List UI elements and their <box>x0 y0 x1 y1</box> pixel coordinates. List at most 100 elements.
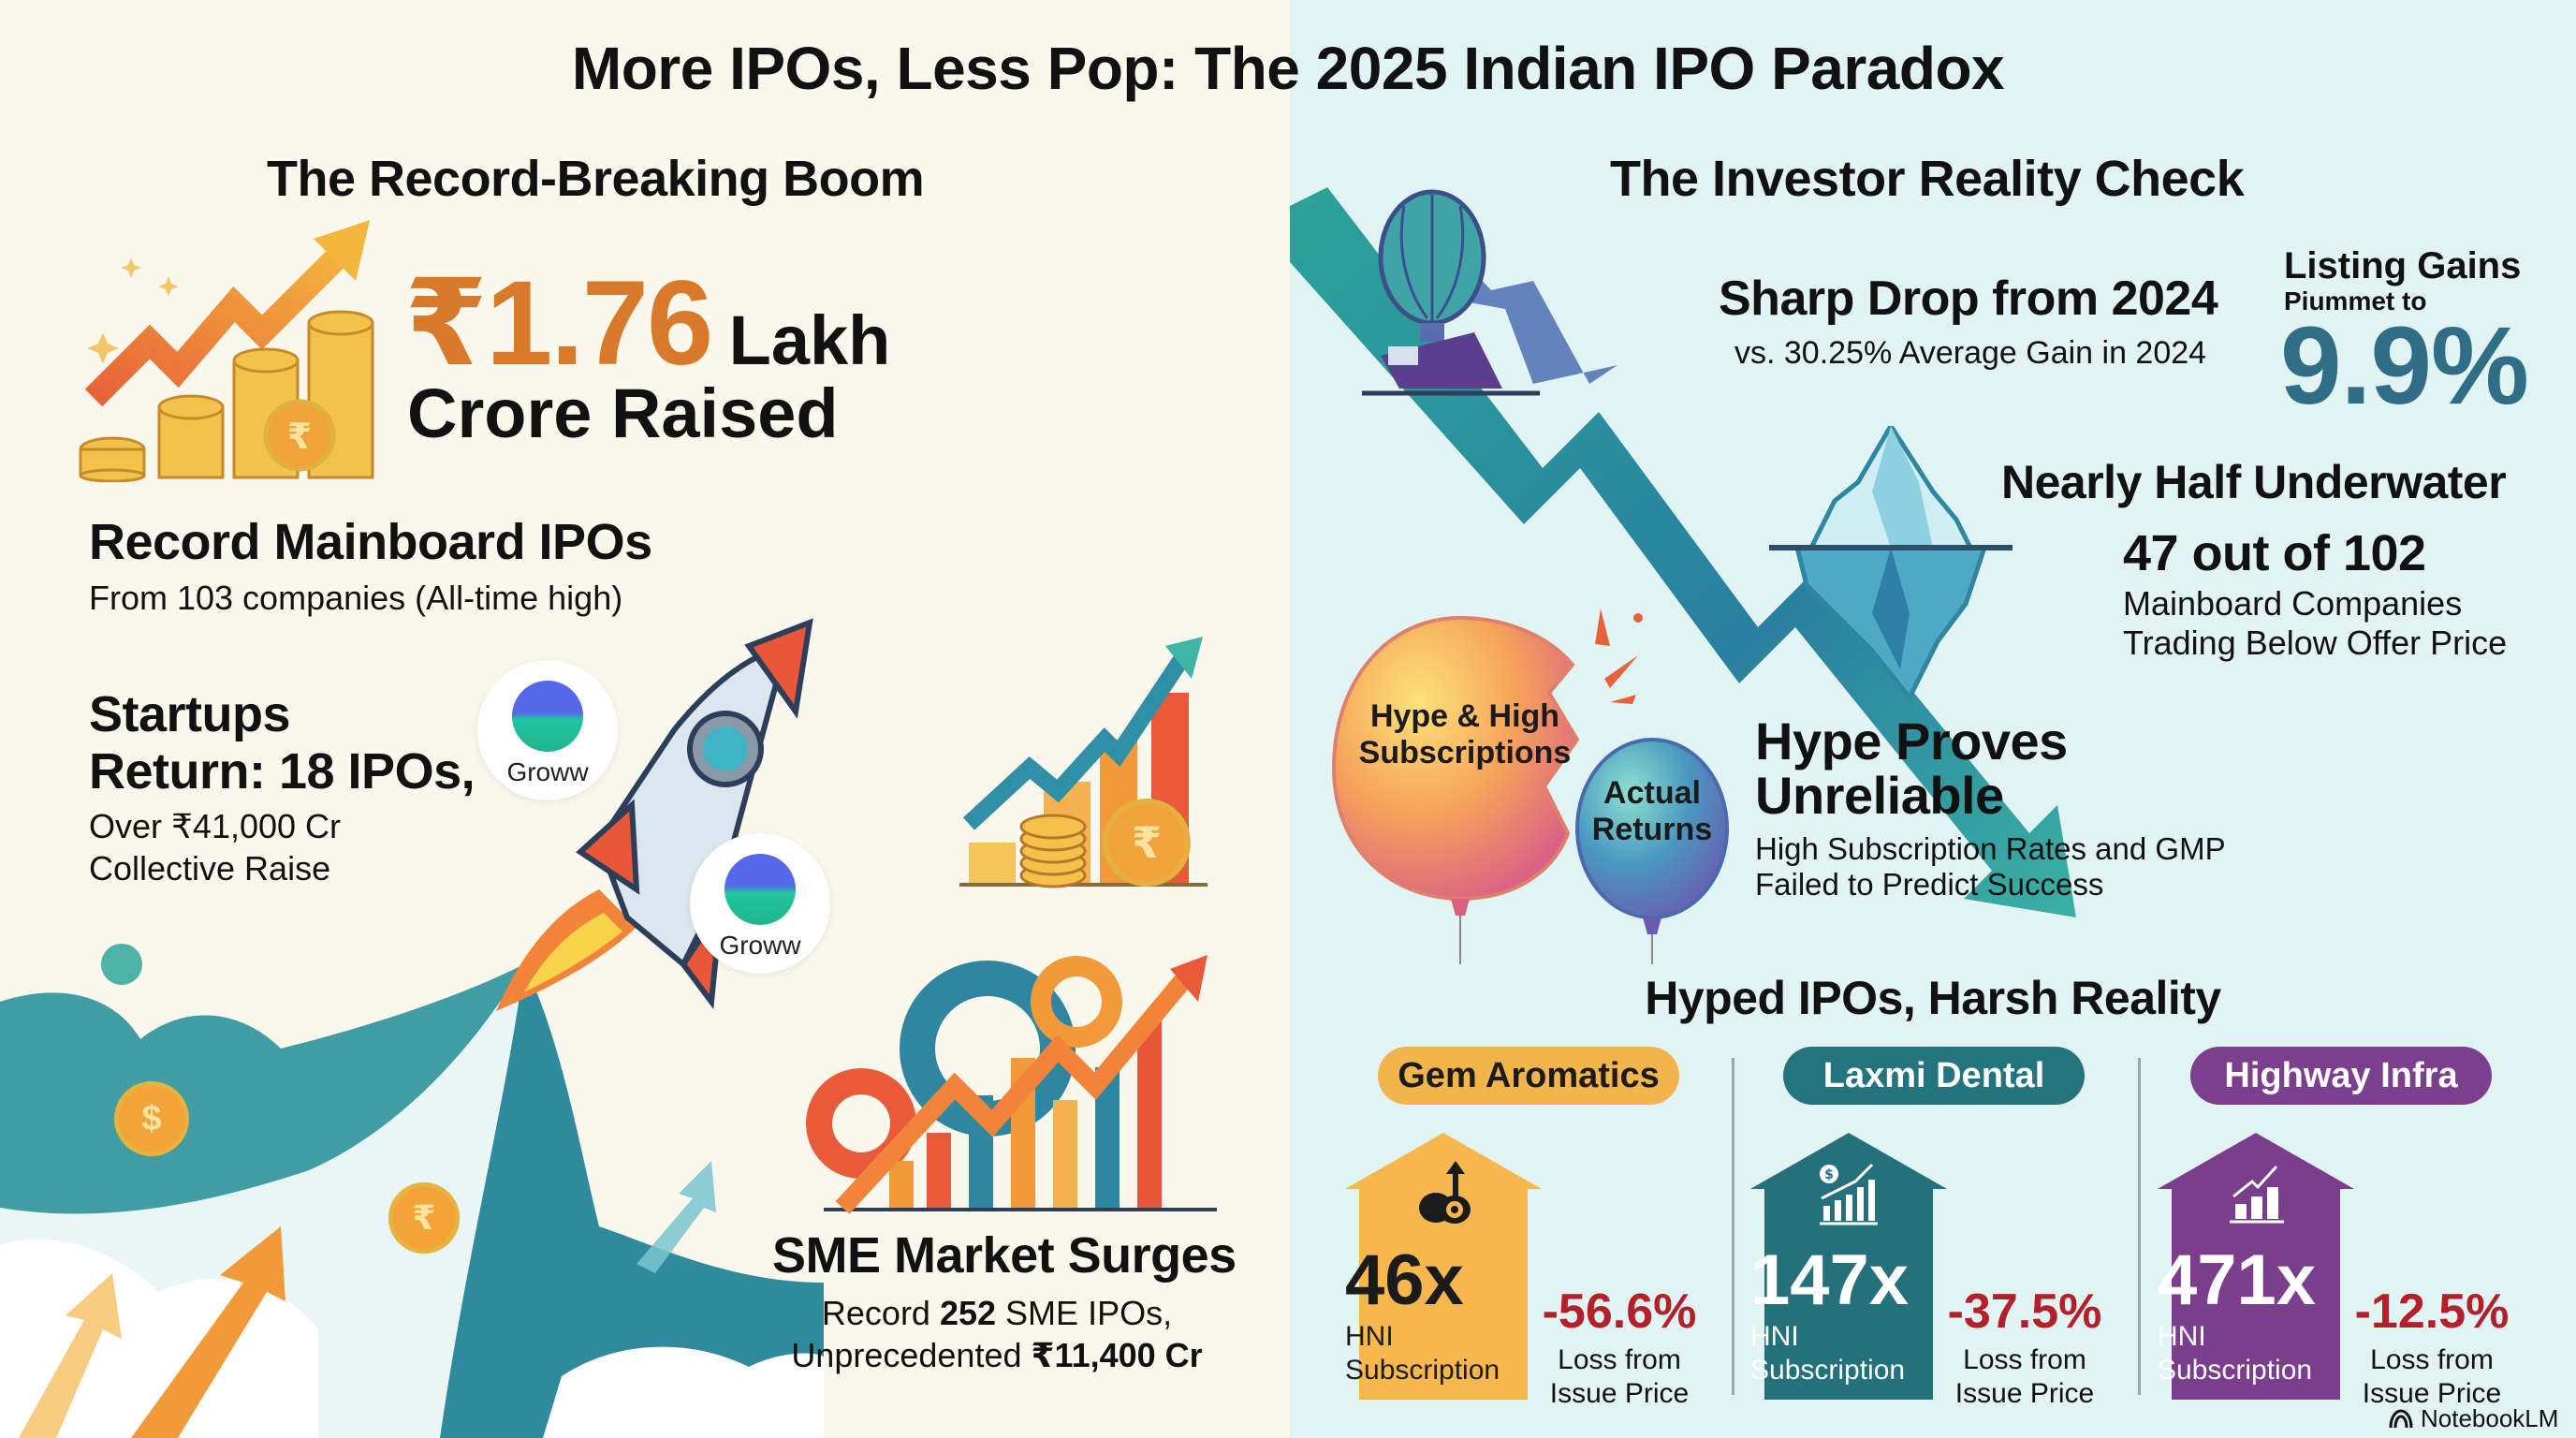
gem-subscription-label: HNI Subscription <box>1345 1320 1542 1387</box>
hni-label: HNI <box>2158 1321 2206 1352</box>
gem-aromatics-card: 46x HNI Subscription <box>1345 1133 1542 1414</box>
sme-line1-suffix: SME IPOs, <box>996 1294 1173 1332</box>
rocket-launch-icon <box>496 618 813 1011</box>
listing-gains-line1: Listing Gains <box>2284 245 2522 286</box>
laxmi-dental-card: $ 147x HNI Subscription <box>1750 1133 1947 1414</box>
sme-line1: Record 252 SME IPOs, <box>772 1292 1222 1334</box>
returns-balloon-line1: Actual <box>1603 775 1701 811</box>
sme-line1-prefix: Record <box>821 1294 940 1332</box>
right-section-heading: The Investor Reality Check <box>1610 151 2245 207</box>
bar-chart-arrow-icon <box>2230 1165 2284 1224</box>
hype-heading-line1: Hype Proves <box>1755 712 2068 770</box>
underwater-heading: Nearly Half Underwater <box>2001 456 2507 508</box>
total-raised-amount: ₹1.76 <box>404 257 713 390</box>
gem-loss: -56.6% Loss from Issue Price <box>1530 1287 1708 1411</box>
card-divider-2 <box>2138 1058 2141 1395</box>
loss-label-line2: Issue Price <box>1954 1378 2095 1409</box>
loss-label-line2: Issue Price <box>2362 1378 2502 1409</box>
notebooklm-logo-icon <box>2389 1408 2413 1428</box>
subscription-label: Subscription <box>1345 1355 1500 1386</box>
underwater-sub1: Mainboard Companies <box>2123 584 2463 623</box>
gem-subscription-value: 46x <box>1345 1240 1464 1320</box>
page-title: More IPOs, Less Pop: The 2025 Indian IPO… <box>571 35 2005 102</box>
house-arrow-shape <box>1750 1133 1947 1400</box>
sme-line2: Unprecedented ₹11,400 Cr <box>772 1334 1222 1376</box>
sharp-drop-heading: Sharp Drop from 2024 <box>1719 271 2218 326</box>
groww-logo-1: Groww <box>477 660 618 800</box>
listing-gains-line2: Piummet to <box>2284 286 2427 315</box>
laxmi-loss: -37.5% Loss from Issue Price <box>1936 1287 2114 1411</box>
hype-balloon-line1: Hype & High <box>1369 698 1560 734</box>
coins-bar-chart-icon: ₹ <box>959 637 1208 888</box>
mainboard-subtext: From 103 companies (All-time high) <box>89 579 623 617</box>
startups-line2: Return: 18 IPOs, <box>89 743 476 800</box>
hype-balloon-label: Hype & High Subscriptions <box>1353 698 1577 771</box>
card-divider-1 <box>1732 1058 1734 1395</box>
hype-heading-line2: Unreliable <box>1755 766 2004 825</box>
startups-line1: Startups <box>89 686 291 742</box>
groww-logo-text: Groww <box>506 757 589 786</box>
total-raised-block: ₹1.76 Lakh <box>404 264 890 384</box>
rising-coins-chart-icon: ₹ <box>79 220 374 482</box>
highway-subscription-label: HNI Subscription <box>2158 1320 2354 1387</box>
svg-text:₹: ₹ <box>287 416 312 457</box>
notebooklm-text: NotebookLM <box>2421 1404 2559 1432</box>
svg-text:$: $ <box>1824 1167 1834 1182</box>
returns-balloon-label: Actual Returns <box>1573 775 1732 848</box>
sme-amount: ₹11,400 Cr <box>1031 1336 1203 1374</box>
groww-mark-icon <box>724 854 796 925</box>
highway-infra-badge: Highway Infra <box>2190 1047 2492 1105</box>
loss-label-line1: Loss from <box>2370 1344 2494 1375</box>
startups-sub1: Over ₹41,000 Cr <box>89 807 342 845</box>
hni-label: HNI <box>1345 1321 1394 1352</box>
rupee-coin-icon: ₹ <box>388 1182 460 1254</box>
groww-logo-2: Groww <box>690 833 830 974</box>
loss-label-line1: Loss from <box>1558 1344 1681 1375</box>
house-arrow-shape <box>2158 1133 2354 1400</box>
groww-logo-text: Groww <box>719 931 801 960</box>
hni-label: HNI <box>1750 1321 1799 1352</box>
gem-loss-label: Loss from Issue Price <box>1530 1343 1708 1411</box>
notebooklm-watermark: NotebookLM <box>2389 1404 2558 1433</box>
sinking-balloon-ship-icon <box>1362 189 1540 396</box>
left-section-heading: The Record-Breaking Boom <box>267 151 925 207</box>
laxmi-subscription-label: HNI Subscription <box>1750 1320 1947 1387</box>
highway-loss-value: -12.5% <box>2354 1284 2510 1339</box>
listing-gains-value: 9.9% <box>2280 304 2529 428</box>
sme-ipo-count: 252 <box>939 1294 997 1332</box>
subscription-label: Subscription <box>2158 1355 2313 1386</box>
dollar-bar-chart-icon: $ <box>1820 1163 1878 1225</box>
house-arrow-shape <box>1345 1133 1542 1400</box>
underwater-stat: 47 out of 102 <box>2123 525 2426 581</box>
falling-trend-arrow-icon <box>1290 187 2076 917</box>
highway-loss-label: Loss from Issue Price <box>2343 1343 2521 1411</box>
groww-mark-icon <box>512 681 583 752</box>
loss-label-line1: Loss from <box>1963 1344 2086 1375</box>
laxmi-dental-badge: Laxmi Dental <box>1783 1047 2085 1105</box>
bursting-balloons-icon <box>1331 609 1729 964</box>
sme-line2-prefix: Unprecedented <box>791 1336 1032 1374</box>
subscription-label: Subscription <box>1750 1355 1906 1386</box>
gem-aromatics-badge: Gem Aromatics <box>1378 1047 1679 1105</box>
gem-loss-value: -56.6% <box>1542 1284 1697 1339</box>
sharp-drop-subtext: vs. 30.25% Average Gain in 2024 <box>1734 335 2207 371</box>
laxmi-subscription-value: 147x <box>1750 1240 1910 1320</box>
dollar-coin-icon: $ <box>114 1081 189 1156</box>
hype-sub1: High Subscription Rates and GMP <box>1755 831 2226 866</box>
underwater-sub2: Trading Below Offer Price <box>2123 624 2508 662</box>
hype-balloon-line2: Subscriptions <box>1358 735 1572 771</box>
svg-text:₹: ₹ <box>1132 817 1162 868</box>
total-raised-unit-line2: Crore Raised <box>407 374 839 452</box>
total-raised-unit-line1: Lakh <box>728 301 891 379</box>
gears-bar-chart-icon <box>806 955 1217 1214</box>
hype-sub2: Failed to Predict Success <box>1755 867 2104 902</box>
loss-label-line2: Issue Price <box>1549 1378 1690 1409</box>
startups-sub2: Collective Raise <box>89 849 331 888</box>
laxmi-loss-label: Loss from Issue Price <box>1936 1343 2114 1411</box>
sme-heading: SME Market Surges <box>772 1227 1237 1284</box>
hyped-ipos-heading: Hyped IPOs, Harsh Reality <box>1645 972 2221 1024</box>
highway-infra-card: 471x HNI Subscription <box>2158 1133 2354 1414</box>
iceberg-icon <box>1769 426 2012 697</box>
highway-subscription-value: 471x <box>2158 1240 2317 1320</box>
laxmi-loss-value: -37.5% <box>1947 1284 2102 1339</box>
